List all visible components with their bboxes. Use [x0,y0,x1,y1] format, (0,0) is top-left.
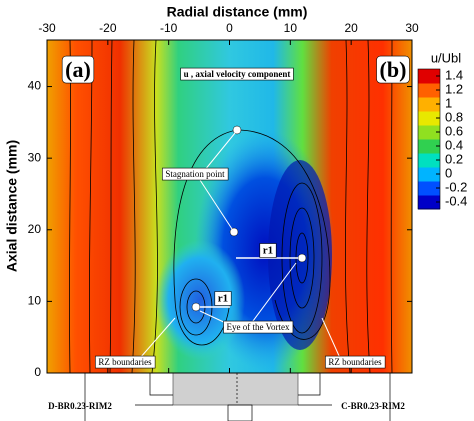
annotation-box [259,243,277,258]
y-tick-label: 10 [28,294,42,308]
annotation-box [162,167,229,181]
x-tick-label: 20 [344,21,358,35]
annotation-box [376,55,410,84]
annotation: Stagnation point [162,167,229,181]
colorbar-tick-label: 1.4 [445,67,463,82]
annotation-box [223,320,294,334]
y-tick-label: 20 [28,222,42,236]
colorbar-frame [417,68,441,210]
annotation: (a) [61,55,95,84]
annotation-text: r1 [263,245,273,257]
annotation-text: C-BR0.23-RIM2 [341,401,405,411]
colorbar-tick-label: 1.2 [445,81,463,96]
colorbar-tick-label: 0.4 [445,137,463,152]
colorbar-tick-label: 0.6 [445,123,463,138]
colorbar-title: u/Ubl [431,50,461,65]
y-tick-label: 40 [28,79,42,93]
colorbar-band [418,139,440,154]
annotation: D-BR0.23-RIM2 [48,401,112,411]
colorbar-tick-label: -0.2 [445,179,467,194]
colorbar-band [418,97,440,112]
annotation-text: D-BR0.23-RIM2 [48,401,112,411]
annotation-box [180,67,294,81]
x-tick-label: -20 [99,21,117,35]
annotation: (b) [376,55,410,84]
colorbar-tick-label: 0.2 [445,151,463,166]
annotation: RZ boundaries [95,355,156,369]
annotation-box [325,355,386,369]
colorbar-tick-label: 0 [445,165,452,180]
x-tick-label: 10 [284,21,298,35]
streamlines [69,39,393,374]
annotation-box [214,291,232,306]
annotation-text: Eye of the Vortex [227,322,290,332]
colorbar-band [418,125,440,140]
x-tick-label: -10 [160,21,178,35]
colorbar-band [418,153,440,168]
x-axis-title: Radial distance (mm) [167,4,308,20]
y-tick-label: 0 [34,365,41,379]
colorbar-tick-label: 0.8 [445,109,463,124]
annotation: RZ boundaries [325,355,386,369]
hardware [84,372,391,421]
annotation-text: r1 [218,293,228,305]
colorbar-band [418,83,440,98]
x-tick-label: 30 [405,21,419,35]
y-axis-title: Axial distance (mm) [4,140,20,272]
colorbar-band [418,181,440,196]
x-tick-label: -30 [38,21,56,35]
colorbar-band [418,69,440,84]
annotation-text: (b) [380,57,407,82]
annotation-text: RZ boundaries [328,357,382,367]
annotation-text: Stagnation point [165,169,225,179]
annotation: r1 [259,243,277,258]
y-tick-label: 30 [28,150,42,164]
colorbar-tick-label: 1 [445,95,452,110]
colorbar-band [418,195,440,210]
colorbar-tick-label: -0.4 [445,193,467,208]
colorbar-band [418,111,440,126]
colorbar-band [418,167,440,182]
x-tick-label: 0 [226,21,233,35]
annotation: u , axial velocity component [180,67,294,81]
annotation: Eye of the Vortex [223,320,294,334]
annotation-text: (a) [65,57,91,82]
annotation-text: u , axial velocity component [184,69,291,79]
annotation: r1 [214,291,232,306]
annotation-box [95,355,156,369]
annotation-box [61,55,95,84]
annotation-text: RZ boundaries [98,357,152,367]
annotation: C-BR0.23-RIM2 [341,401,405,411]
